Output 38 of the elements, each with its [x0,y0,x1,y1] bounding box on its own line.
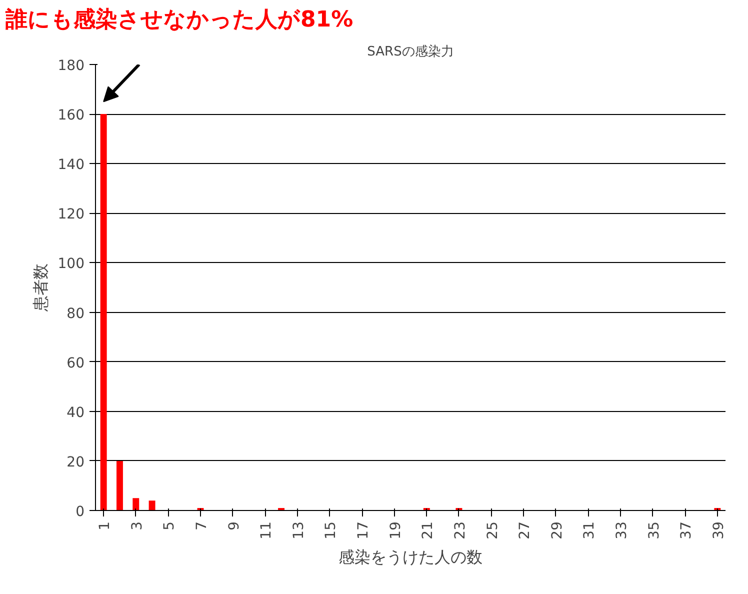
x-tick-label: 35 [646,521,662,540]
text: 誰にも感染させなかった人が81% [4,6,354,32]
y-tick-label: 140 [58,157,85,174]
x-tick-label: 19 [388,521,404,540]
bar [148,500,156,510]
y-tick-label: 40 [66,404,85,421]
x-tick-label: 3 [129,521,146,530]
x-tick-label: 11 [258,521,275,540]
x-tick-label: 1 [97,521,114,530]
x-tick-label: 33 [614,521,630,540]
x-tick-label: 5 [162,521,178,530]
x-tick-label: 17 [356,521,372,540]
x-tick-label: 29 [549,521,566,540]
x-tick-label: 13 [290,521,307,540]
y-tick-label: 160 [58,108,85,124]
x-tick-label: 9 [226,521,242,530]
y-tick-label: 120 [58,206,85,223]
x-tick-label: 37 [678,521,695,540]
y-axis-title: 患者数 [30,264,50,312]
x-tick-label: 21 [420,521,436,540]
x-tick-label: 7 [194,521,210,530]
x-tick-label: 31 [582,521,598,540]
y-tick-label: 0 [76,504,85,520]
x-tick-label: 27 [517,521,534,540]
chart-title: SARSの感染力 [367,44,454,60]
y-tick-label: 180 [58,58,85,74]
bar [132,498,140,510]
x-axis-title: 感染をうけた人の数 [338,547,482,566]
x-tick-label: 15 [323,521,340,540]
x-tick-label: 39 [710,521,727,540]
y-tick-label: 100 [58,256,85,272]
bar [116,460,123,510]
x-tick-label: 23 [452,521,468,540]
y-tick-label: 80 [66,306,85,322]
bar [100,114,107,510]
y-tick-label: 20 [66,454,85,470]
x-tick-label: 25 [484,521,501,540]
y-tick-label: 60 [66,355,85,372]
